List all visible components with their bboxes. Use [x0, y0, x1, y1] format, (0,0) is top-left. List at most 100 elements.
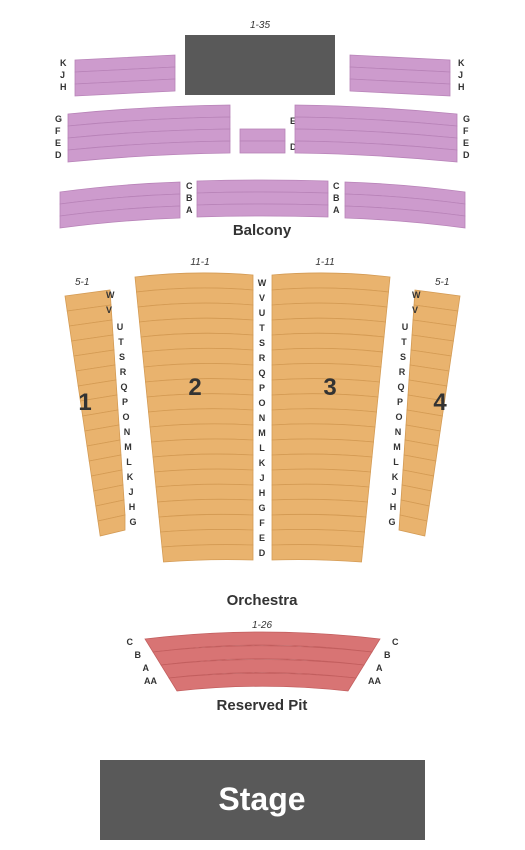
balcony-center-b-l: B — [186, 193, 193, 203]
svg-text:Q: Q — [120, 382, 127, 392]
balcony-row-f-right: F — [463, 126, 469, 136]
balcony-mid-right — [295, 105, 457, 162]
balcony-label: Balcony — [233, 222, 292, 239]
svg-text:F: F — [259, 518, 265, 528]
balcony-lower-center — [197, 180, 328, 217]
svg-text:B: B — [384, 650, 391, 660]
svg-text:M: M — [393, 442, 401, 452]
svg-text:N: N — [395, 427, 402, 437]
svg-text:AA: AA — [368, 676, 381, 686]
section-1-label: 1 — [78, 389, 91, 416]
svg-text:G: G — [258, 503, 265, 513]
svg-text:R: R — [259, 353, 266, 363]
balcony-row-j-right: J — [458, 70, 463, 80]
svg-text:D: D — [259, 548, 266, 558]
svg-text:O: O — [258, 398, 265, 408]
balcony-upper-right-wing — [350, 55, 450, 96]
balcony-center-b-r: B — [333, 193, 340, 203]
svg-text:AA: AA — [144, 676, 157, 686]
balcony-row-f-left: F — [55, 126, 61, 136]
balcony-row-k-left: K — [60, 58, 67, 68]
orch-side-w-l: W — [106, 290, 115, 300]
balcony-center-upper — [240, 129, 285, 153]
svg-text:P: P — [397, 397, 403, 407]
orch-range-left: 5-1 — [75, 277, 89, 288]
balcony-lower-right — [345, 182, 465, 228]
balcony-center-c-l: C — [186, 181, 193, 191]
svg-text:Q: Q — [397, 382, 404, 392]
svg-text:U: U — [402, 322, 409, 332]
orchestra-label: Orchestra — [227, 592, 299, 609]
svg-text:L: L — [393, 457, 399, 467]
svg-text:U: U — [117, 322, 124, 332]
svg-text:N: N — [124, 427, 131, 437]
balcony-row-h-right: H — [458, 82, 465, 92]
balcony-center-c-r: C — [333, 181, 340, 191]
balcony-row-g-right: G — [463, 114, 470, 124]
svg-text:U: U — [259, 308, 266, 318]
svg-text:B: B — [135, 650, 142, 660]
svg-text:R: R — [120, 367, 127, 377]
balcony-lower-left — [60, 182, 180, 228]
seating-svg: 1-35 K J H K J H G F E D E D G F E — [0, 0, 525, 850]
svg-text:L: L — [126, 457, 132, 467]
balcony-row-h-left: H — [60, 82, 67, 92]
svg-text:S: S — [119, 352, 125, 362]
orchestra-section-3 — [272, 273, 390, 562]
svg-text:A: A — [376, 663, 383, 673]
svg-text:P: P — [122, 397, 128, 407]
svg-text:Q: Q — [258, 368, 265, 378]
section-3-label: 3 — [323, 374, 336, 401]
booth-block — [185, 35, 335, 95]
svg-text:M: M — [124, 442, 132, 452]
orch-side-v-r: V — [412, 305, 418, 315]
svg-text:R: R — [399, 367, 406, 377]
svg-text:C: C — [127, 637, 134, 647]
balcony-mid-left — [68, 105, 230, 162]
svg-text:H: H — [390, 502, 397, 512]
orch-side-w-r: W — [412, 290, 421, 300]
svg-text:G: G — [388, 517, 395, 527]
section-2-label: 2 — [188, 374, 201, 401]
svg-text:K: K — [127, 472, 134, 482]
svg-text:T: T — [118, 337, 124, 347]
balcony-row-d-left: D — [55, 150, 62, 160]
svg-text:J: J — [259, 473, 264, 483]
svg-text:N: N — [259, 413, 266, 423]
orch-range-cleft: 11-1 — [190, 257, 209, 268]
svg-text:A: A — [143, 663, 150, 673]
balcony-center-a-l: A — [186, 205, 193, 215]
orchestra-center-row-labels: WVUTSRQPONMLKJHGFED — [258, 278, 267, 558]
svg-text:L: L — [259, 443, 265, 453]
svg-text:J: J — [391, 487, 396, 497]
svg-text:G: G — [129, 517, 136, 527]
svg-text:P: P — [259, 383, 265, 393]
balcony-row-e-right: E — [463, 138, 469, 148]
balcony-row-k-right: K — [458, 58, 465, 68]
orch-range-right: 5-1 — [435, 277, 449, 288]
svg-text:O: O — [122, 412, 129, 422]
balcony-row-e-left: E — [55, 138, 61, 148]
balcony-row-d-right: D — [463, 150, 470, 160]
stage-label: Stage — [218, 781, 305, 817]
orchestra-section-2 — [135, 273, 253, 562]
section-4-label: 4 — [433, 389, 447, 416]
svg-text:V: V — [259, 293, 265, 303]
balcony-upper-left-wing — [75, 55, 175, 96]
svg-text:S: S — [400, 352, 406, 362]
balcony-row-g-left: G — [55, 114, 62, 124]
svg-text:T: T — [259, 323, 265, 333]
svg-text:T: T — [401, 337, 407, 347]
svg-text:K: K — [259, 458, 266, 468]
svg-text:S: S — [259, 338, 265, 348]
reserved-pit-section — [145, 632, 380, 691]
pit-label: Reserved Pit — [217, 697, 308, 714]
svg-text:K: K — [392, 472, 399, 482]
svg-text:E: E — [259, 533, 265, 543]
balcony-center-a-r: A — [333, 205, 340, 215]
svg-text:H: H — [259, 488, 266, 498]
svg-text:C: C — [392, 637, 399, 647]
orch-range-cright: 1-11 — [315, 257, 334, 268]
svg-text:W: W — [258, 278, 267, 288]
balcony-row-j-left: J — [60, 70, 65, 80]
